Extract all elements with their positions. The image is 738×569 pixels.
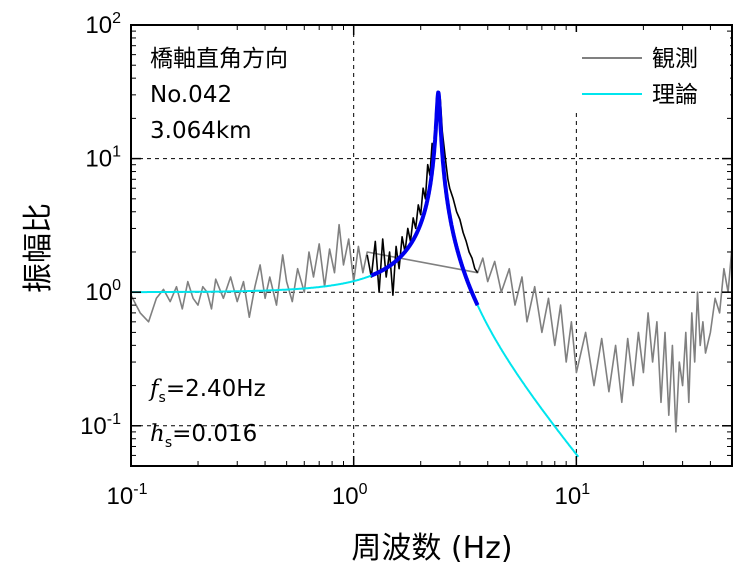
x-tick-label: 101 [555,481,591,510]
annotation-direction: 橋軸直角方向 [150,46,288,72]
annotation-distance: 3.064km [150,118,252,144]
y-tick-label: 100 [85,277,121,306]
fs-symbol: f [148,376,162,402]
ticks: 10-1 100 101 10-1 100 101 102 [80,10,732,510]
x-tick-label: 10-1 [107,481,148,510]
hs-symbol: h [150,421,165,447]
legend: 観測 理論 [575,32,730,112]
legend-label-observed: 観測 [652,46,698,72]
x-axis-label: 周波数 (Hz) [351,531,512,566]
hs-value: =0.016 [172,421,257,447]
plot-frame [130,24,733,467]
y-tick-label: 10-1 [80,411,121,440]
fs-value: =2.40Hz [166,376,266,402]
y-axis-label: 振幅比 [21,203,56,293]
series-layer [131,90,732,458]
annotation-hs: hs=0.016 [150,421,257,451]
annotation-fs: fs=2.40Hz [148,376,266,406]
annotation-station: No.042 [150,82,232,108]
series-line-2 [131,91,580,458]
y-tick-label: 101 [85,144,121,173]
hs-subscript: s [165,435,172,451]
legend-label-theory: 理論 [652,82,698,108]
fs-subscript: s [159,390,166,406]
x-tick-label: 100 [332,481,368,510]
series-line-0 [131,223,732,433]
y-tick-label: 102 [85,10,121,39]
series-line-3 [369,90,480,307]
